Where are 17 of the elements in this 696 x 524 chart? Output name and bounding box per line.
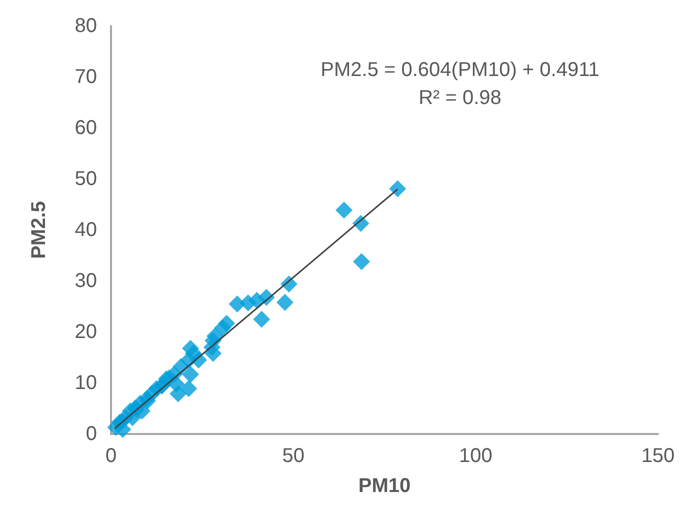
y-tick-label: 40: [74, 219, 97, 241]
y-tick-label: 0: [86, 423, 97, 445]
x-tick-label: 50: [282, 445, 304, 467]
y-tick-label: 60: [74, 117, 97, 139]
annotation: R² = 0.98: [418, 87, 502, 109]
y-tick-label: 80: [74, 15, 97, 37]
x-tick-label: 150: [641, 445, 675, 467]
x-axis-title: PM10: [358, 475, 411, 497]
y-tick-label: 70: [74, 66, 97, 88]
y-tick-label: 10: [74, 372, 97, 394]
x-tick-label: 100: [458, 445, 492, 467]
y-axis-title: PM2.5: [28, 201, 50, 259]
y-tick-label: 30: [74, 270, 97, 292]
annotation: PM2.5 = 0.604(PM10) + 0.4911: [320, 59, 600, 81]
x-tick-label: 0: [105, 445, 117, 467]
y-tick-label: 50: [74, 168, 97, 190]
y-tick-label: 20: [74, 321, 97, 343]
